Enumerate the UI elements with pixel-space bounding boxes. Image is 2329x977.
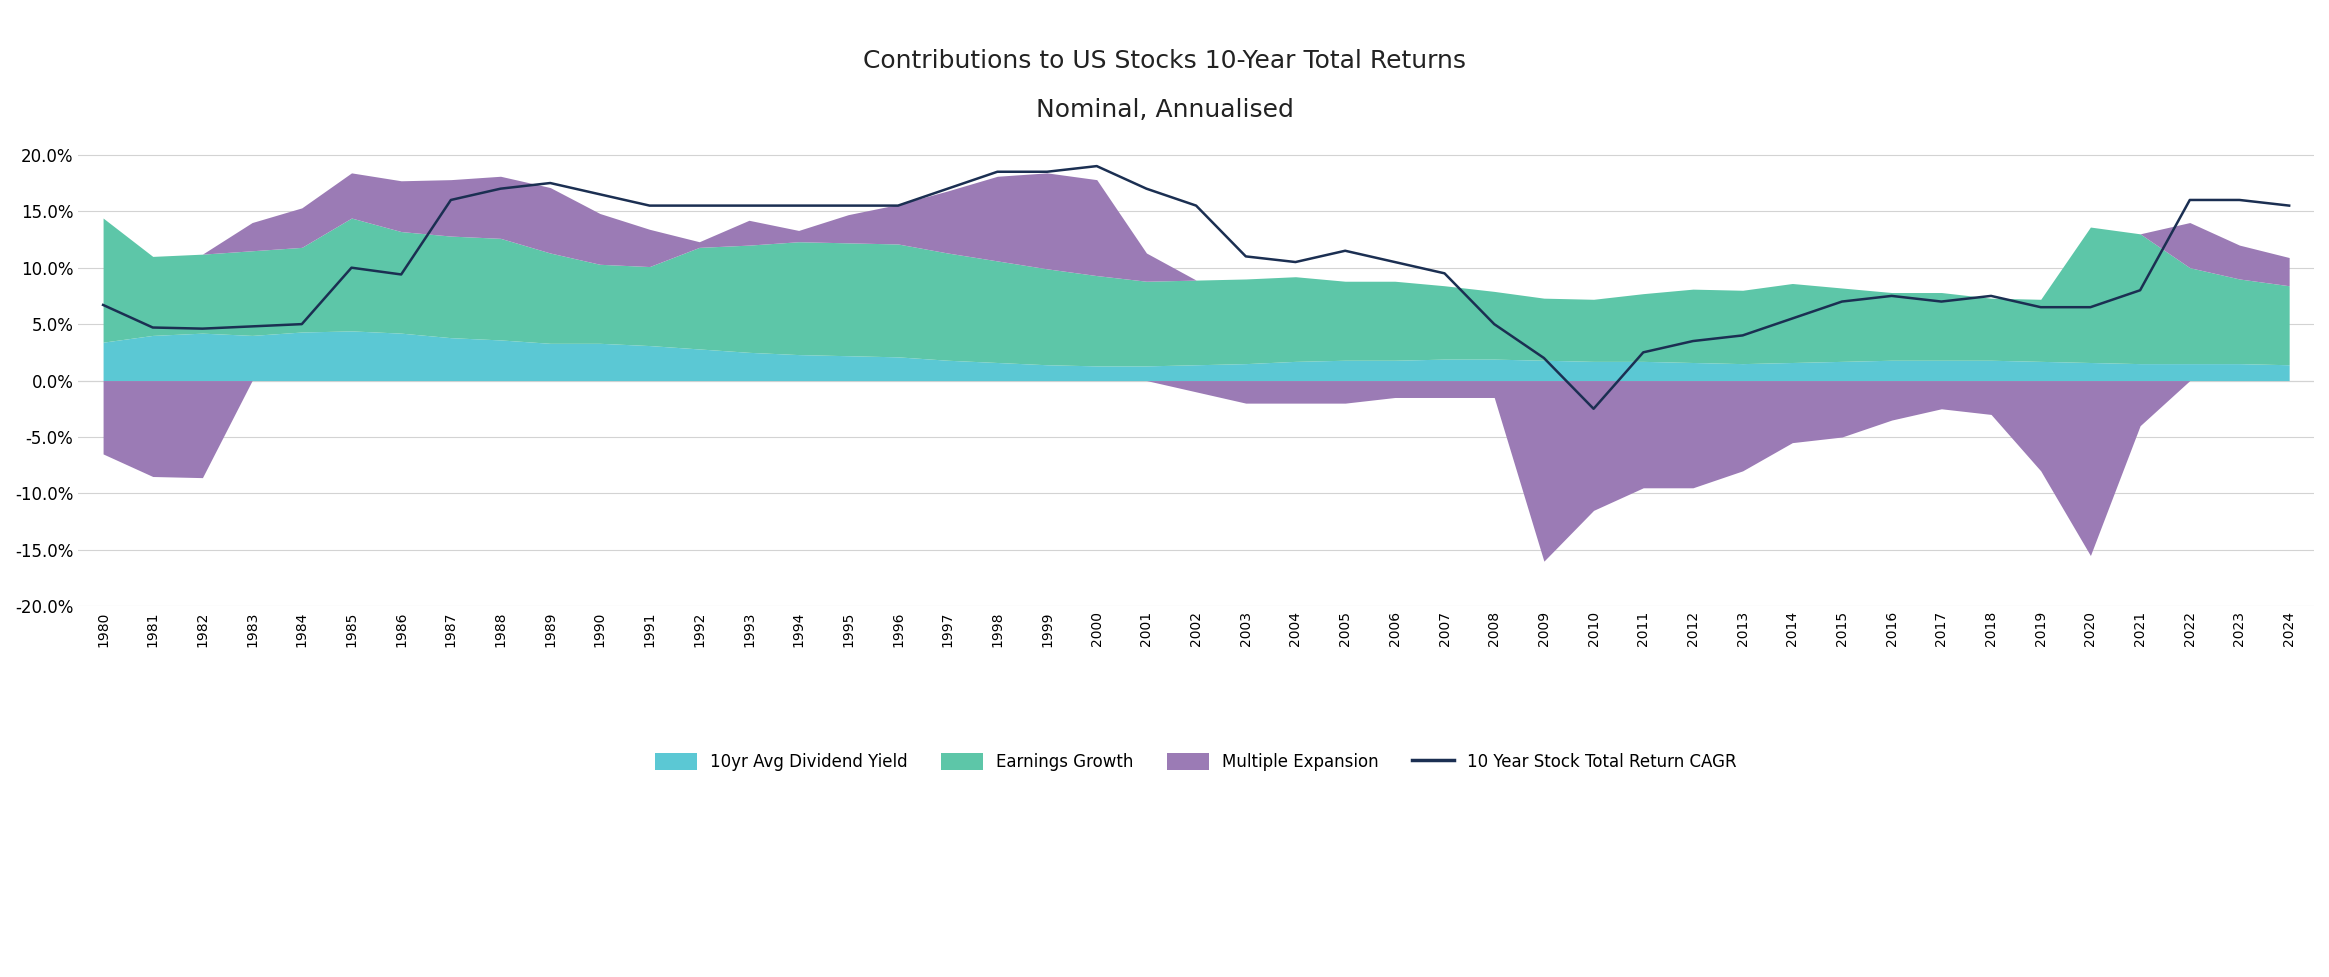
Text: Contributions to US Stocks 10-Year Total Returns: Contributions to US Stocks 10-Year Total… bbox=[864, 49, 1465, 73]
Legend: 10yr Avg Dividend Yield, Earnings Growth, Multiple Expansion, 10 Year Stock Tota: 10yr Avg Dividend Yield, Earnings Growth… bbox=[650, 746, 1744, 778]
Text: Nominal, Annualised: Nominal, Annualised bbox=[1036, 98, 1293, 122]
